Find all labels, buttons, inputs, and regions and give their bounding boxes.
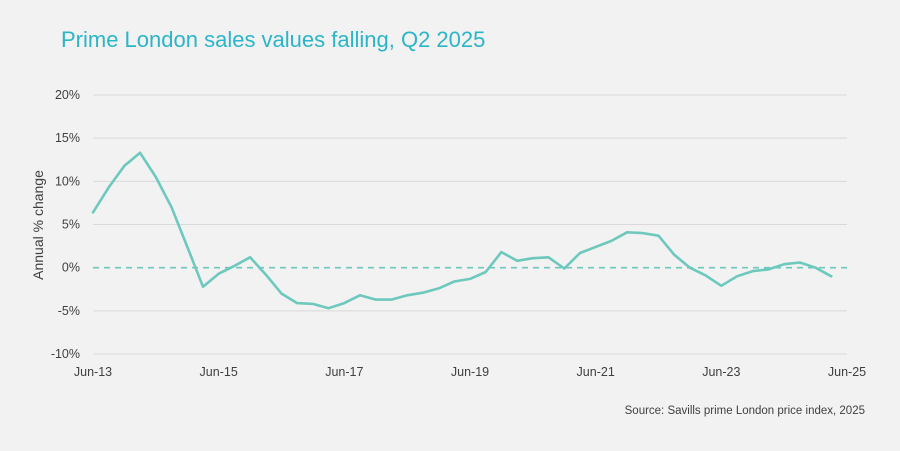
y-tick-label: 10% xyxy=(55,174,80,188)
y-tick-label: 0% xyxy=(62,261,80,275)
x-tick-label: Jun-15 xyxy=(200,365,238,379)
y-tick-label: -5% xyxy=(58,304,80,318)
x-tick-label: Jun-13 xyxy=(74,365,112,379)
x-tick-label: Jun-19 xyxy=(451,365,489,379)
y-axis-ticks: 20% 15% 10% 5% 0% -5% -10% xyxy=(51,88,80,361)
x-tick-label: Jun-23 xyxy=(702,365,740,379)
y-tick-label: 15% xyxy=(55,131,80,145)
chart-title: Prime London sales values falling, Q2 20… xyxy=(61,27,486,52)
source-note: Source: Savills prime London price index… xyxy=(624,405,865,417)
y-tick-label: 5% xyxy=(62,218,80,232)
x-tick-label: Jun-21 xyxy=(577,365,615,379)
series-line xyxy=(91,151,833,310)
y-tick-label: 20% xyxy=(55,88,80,102)
y-tick-label: -10% xyxy=(51,347,80,361)
x-tick-label: Jun-17 xyxy=(325,365,363,379)
series-group xyxy=(91,151,833,310)
y-axis-label: Annual % change xyxy=(30,170,46,280)
gridlines xyxy=(93,94,847,355)
x-axis-ticks: Jun-13 Jun-15 Jun-17 Jun-19 Jun-21 Jun-23 Jun-… xyxy=(74,365,866,379)
x-tick-label: Jun-25 xyxy=(828,365,866,379)
